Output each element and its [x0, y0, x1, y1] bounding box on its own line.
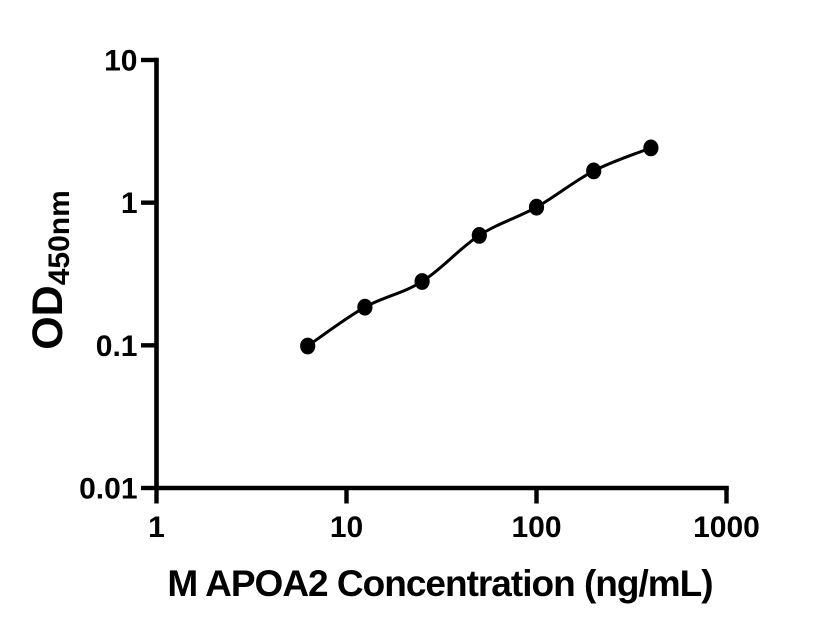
- y-axis-title: OD450nm: [24, 190, 76, 350]
- x-tick-label: 10: [330, 511, 363, 544]
- y-tick-label: 10: [104, 44, 137, 77]
- axes: [154, 57, 729, 491]
- x-axis-title: M APOA2 Concentration (ng/mL): [167, 563, 712, 604]
- data-points: [300, 139, 659, 355]
- data-point: [586, 162, 602, 180]
- data-point: [528, 198, 545, 216]
- data-point: [414, 273, 430, 290]
- y-axis-title-subscript: 450nm: [43, 190, 76, 285]
- data-point: [643, 139, 659, 157]
- axis-ticks: [141, 57, 729, 504]
- axis-tick-labels: 10 1 0.1 0.01 1 10 100 1000: [79, 44, 760, 544]
- y-tick-label: 0.1: [96, 330, 138, 363]
- y-axis-title-main: OD: [24, 285, 72, 350]
- data-point: [471, 227, 487, 244]
- y-tick-label: 0.01: [79, 473, 137, 506]
- y-tick-label: 1: [121, 187, 138, 220]
- x-tick-label: 1: [148, 511, 165, 544]
- x-tick-label: 100: [511, 511, 561, 544]
- standard-curve-line: [306, 146, 653, 348]
- data-point: [300, 337, 316, 355]
- x-tick-label: 1000: [693, 511, 760, 544]
- data-point: [357, 298, 373, 316]
